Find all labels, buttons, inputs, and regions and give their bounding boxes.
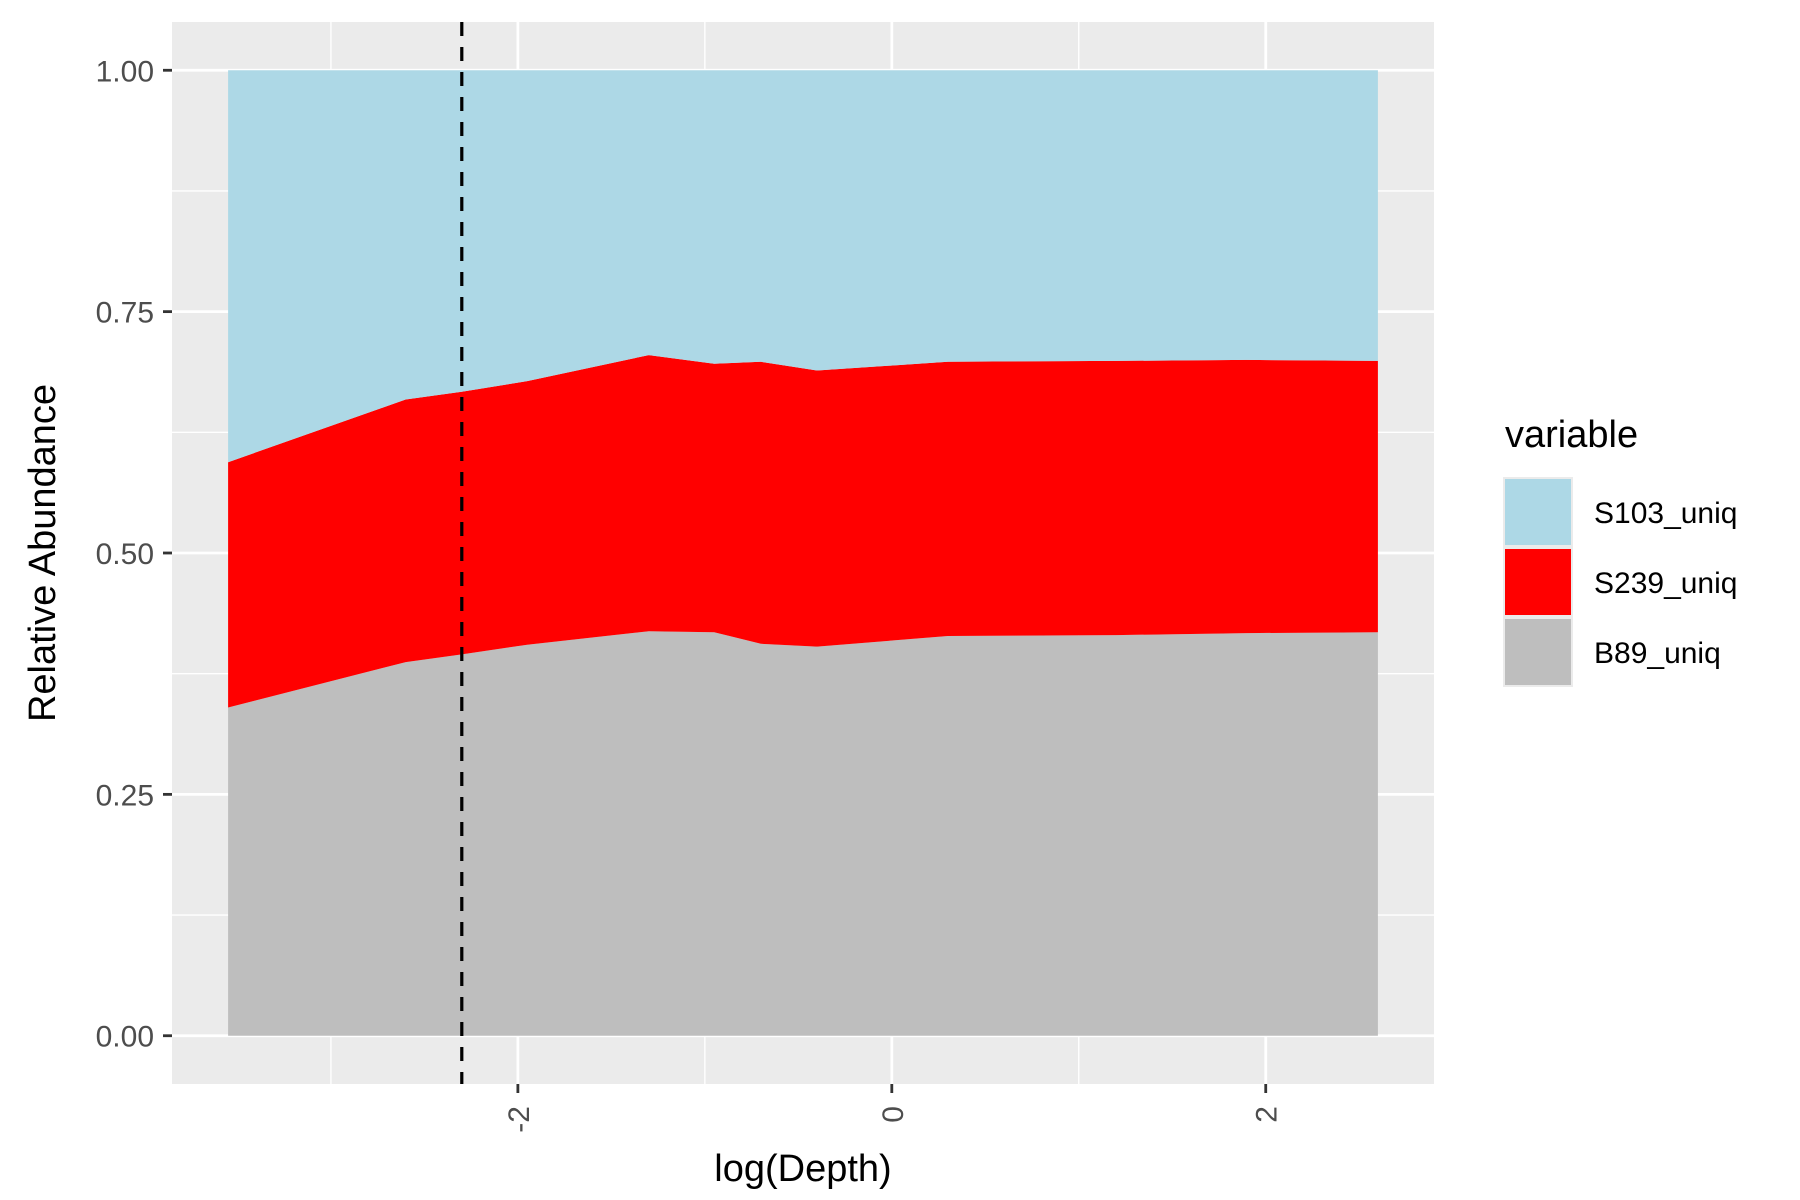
area-b89-uniq [228, 631, 1378, 1036]
area-s239-uniq [228, 355, 1378, 708]
legend-label: S103_uniq [1594, 497, 1737, 530]
legend-key-s239-uniq [1505, 549, 1571, 615]
x-axis: -2 0 2 [503, 1084, 1284, 1133]
y-tick-label: 0.25 [96, 779, 154, 812]
y-axis: 0.00 0.25 0.50 0.75 1.00 [96, 55, 172, 1054]
area-s103-uniq [228, 70, 1378, 463]
x-tick-label: 0 [877, 1106, 910, 1123]
x-axis-title: log(Depth) [714, 1148, 891, 1190]
legend: variable S103_uniq S239_uniq B89_uniq [1503, 414, 1737, 687]
legend-key-s103-uniq [1505, 479, 1571, 545]
y-tick-label: 0.75 [96, 297, 154, 330]
y-axis-title: Relative Abundance [22, 384, 64, 722]
x-tick-label: -2 [503, 1106, 536, 1133]
legend-key-b89-uniq [1505, 619, 1571, 685]
area-layers [228, 70, 1378, 1036]
legend-title: variable [1505, 414, 1638, 456]
legend-label: S239_uniq [1594, 567, 1737, 600]
y-tick-label: 1.00 [96, 55, 154, 88]
legend-label: B89_uniq [1594, 637, 1721, 670]
x-tick-label: 2 [1251, 1106, 1284, 1123]
y-tick-label: 0.50 [96, 538, 154, 571]
y-tick-label: 0.00 [96, 1021, 154, 1054]
